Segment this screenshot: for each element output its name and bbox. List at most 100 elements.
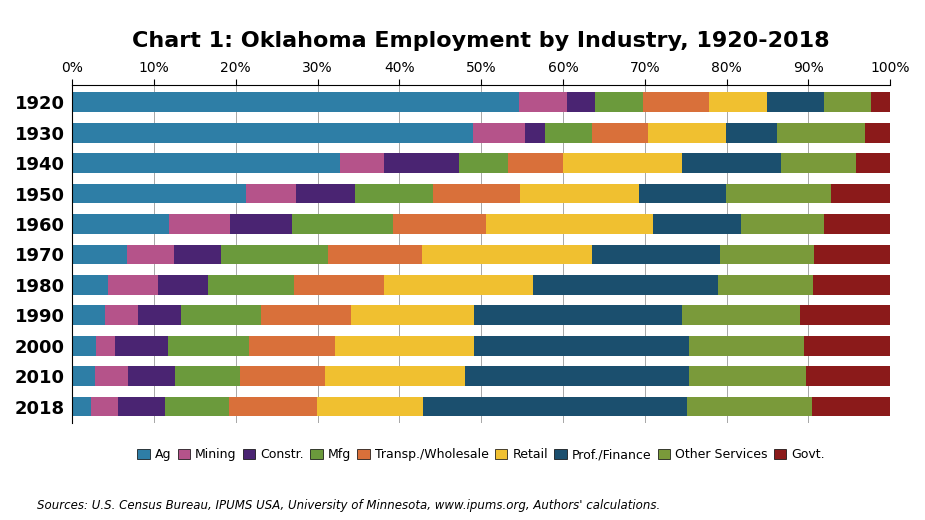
Bar [777, 123, 865, 142]
Bar [108, 275, 158, 295]
Bar [682, 153, 781, 173]
Bar [355, 184, 433, 203]
Bar [292, 214, 393, 234]
Bar [72, 366, 95, 386]
Bar [72, 214, 169, 234]
Bar [128, 244, 174, 264]
Bar [520, 184, 639, 203]
Bar [486, 214, 653, 234]
Bar [91, 397, 118, 417]
Bar [181, 305, 261, 325]
Bar [296, 184, 355, 203]
Bar [823, 93, 871, 112]
Bar [509, 153, 563, 173]
Bar [719, 275, 813, 295]
Bar [689, 336, 804, 356]
Bar [129, 366, 175, 386]
Bar [741, 214, 824, 234]
Bar [781, 153, 856, 173]
Bar [221, 244, 327, 264]
Bar [567, 93, 596, 112]
Bar [720, 244, 814, 264]
Bar [246, 184, 296, 203]
Bar [175, 366, 240, 386]
Bar [72, 184, 246, 203]
Bar [165, 397, 229, 417]
Bar [72, 123, 474, 142]
Bar [293, 275, 384, 295]
Bar [806, 366, 890, 386]
Bar [72, 305, 105, 325]
Bar [118, 397, 165, 417]
Bar [72, 244, 128, 264]
Bar [533, 275, 719, 295]
Bar [115, 336, 167, 356]
Bar [240, 366, 325, 386]
Bar [167, 336, 249, 356]
Bar [596, 93, 643, 112]
Bar [804, 336, 890, 356]
Bar [767, 93, 823, 112]
Bar [639, 184, 726, 203]
Bar [648, 123, 725, 142]
Bar [261, 305, 352, 325]
Bar [824, 214, 890, 234]
Bar [72, 275, 108, 295]
Bar [138, 305, 181, 325]
Bar [95, 366, 129, 386]
Bar [475, 305, 682, 325]
Bar [229, 397, 317, 417]
Bar [871, 93, 890, 112]
Bar [169, 214, 230, 234]
Bar [158, 275, 208, 295]
Bar [814, 244, 890, 264]
Bar [459, 153, 509, 173]
Bar [384, 275, 533, 295]
Bar [105, 305, 138, 325]
Bar [72, 397, 91, 417]
Bar [813, 275, 890, 295]
Bar [335, 336, 474, 356]
Bar [592, 244, 720, 264]
Bar [422, 244, 592, 264]
Bar [726, 184, 831, 203]
Bar [393, 214, 486, 234]
Bar [424, 397, 687, 417]
Bar [865, 123, 890, 142]
Bar [689, 366, 806, 386]
Bar [831, 184, 890, 203]
Bar [682, 305, 800, 325]
Text: Sources: U.S. Census Bureau, IPUMS USA, University of Minnesota, www.ipums.org, : Sources: U.S. Census Bureau, IPUMS USA, … [37, 499, 660, 512]
Bar [687, 397, 811, 417]
Bar [325, 366, 464, 386]
Bar [433, 184, 520, 203]
Bar [725, 123, 777, 142]
Bar [474, 123, 524, 142]
Bar [524, 123, 546, 142]
Bar [72, 93, 519, 112]
Bar [72, 153, 339, 173]
Bar [643, 93, 709, 112]
Bar [327, 244, 422, 264]
Bar [317, 397, 424, 417]
Bar [592, 123, 648, 142]
Bar [72, 336, 96, 356]
Bar [208, 275, 293, 295]
Bar [230, 214, 292, 234]
Bar [709, 93, 767, 112]
Bar [474, 336, 689, 356]
Title: Chart 1: Oklahoma Employment by Industry, 1920-2018: Chart 1: Oklahoma Employment by Industry… [132, 31, 830, 50]
Bar [464, 366, 689, 386]
Bar [546, 123, 592, 142]
Bar [856, 153, 890, 173]
Bar [519, 93, 567, 112]
Bar [249, 336, 335, 356]
Bar [96, 336, 115, 356]
Bar [174, 244, 221, 264]
Bar [352, 305, 475, 325]
Bar [563, 153, 682, 173]
Legend: Ag, Mining, Constr., Mfg, Transp./Wholesale, Retail, Prof./Finance, Other Servic: Ag, Mining, Constr., Mfg, Transp./Wholes… [132, 443, 830, 466]
Bar [800, 305, 890, 325]
Bar [653, 214, 741, 234]
Bar [811, 397, 890, 417]
